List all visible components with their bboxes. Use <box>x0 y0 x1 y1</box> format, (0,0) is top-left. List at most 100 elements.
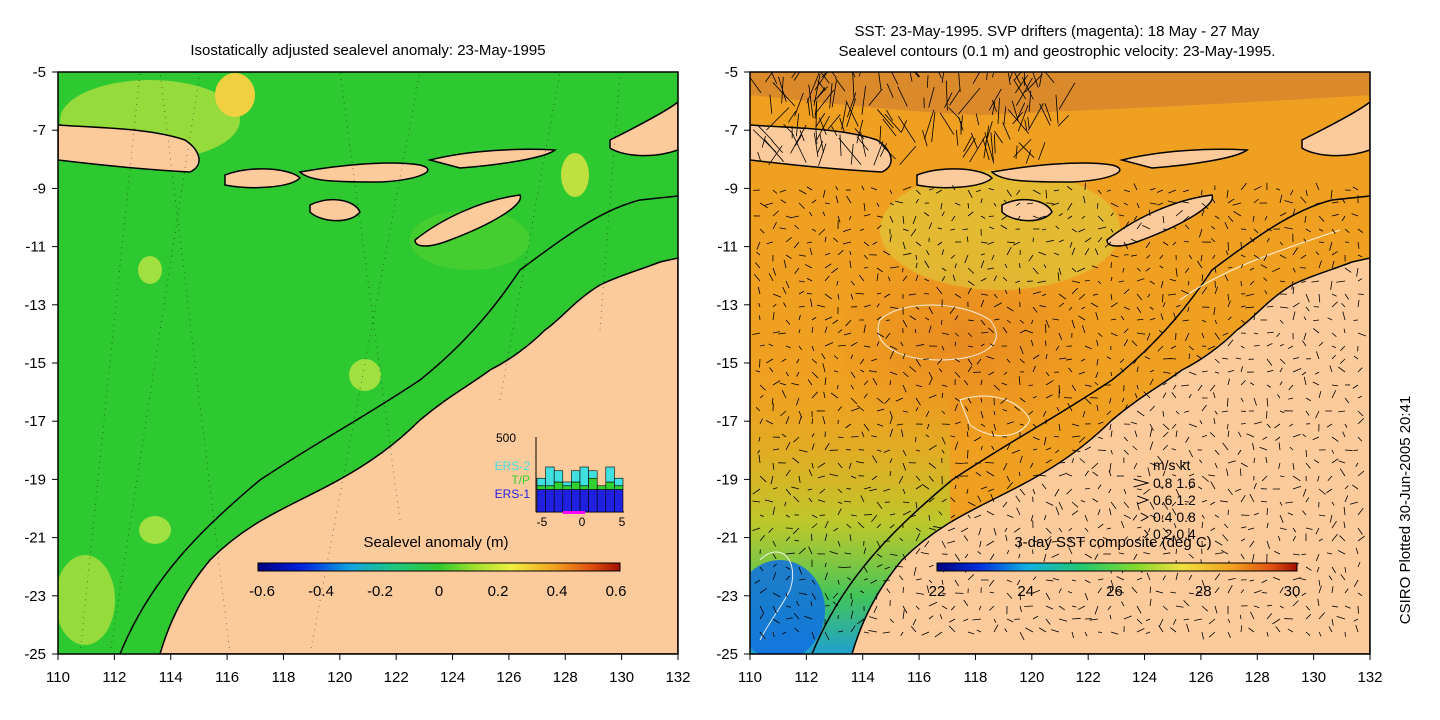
velocity-arrow <box>873 605 878 613</box>
land-timor <box>1106 194 1214 247</box>
velocity-arrow <box>1196 354 1203 360</box>
velocity-arrow <box>1097 189 1102 195</box>
velocity-arrow <box>813 86 829 102</box>
velocity-arrow <box>1302 510 1307 516</box>
velocity-arrow <box>889 524 895 529</box>
velocity-arrow <box>991 254 995 261</box>
velocity-arrow <box>963 599 969 607</box>
velocity-arrow <box>1110 449 1113 455</box>
velocity-arrow <box>824 442 830 451</box>
histogram-bar-ers2 <box>579 466 589 487</box>
velocity-arrow <box>993 302 1002 308</box>
velocity-arrow <box>1292 536 1296 542</box>
velocity-arrow <box>1096 404 1099 412</box>
velocity-arrow <box>973 436 982 442</box>
velocity-arrow <box>782 286 787 295</box>
velocity-arrow <box>1292 286 1295 295</box>
velocity-arrow <box>1019 455 1023 464</box>
velocity-arrow <box>798 578 806 581</box>
velocity-arrow <box>1233 211 1242 217</box>
velocity-arrow <box>1172 384 1177 390</box>
velocity-arrow <box>1136 475 1142 478</box>
velocity-arrow <box>811 523 818 529</box>
velocity-arrow <box>1084 592 1089 601</box>
histogram-bar-ers1 <box>545 489 555 513</box>
velocity-arrow <box>811 371 819 379</box>
velocity-arrow <box>1004 289 1008 295</box>
velocity-arrow <box>915 358 922 367</box>
velocity-arrow <box>993 133 996 154</box>
velocity-arrow <box>1027 103 1044 131</box>
velocity-arrow <box>876 215 883 218</box>
velocity-arrow <box>1104 241 1112 248</box>
velocity-arrow <box>1123 328 1129 334</box>
velocity-arrow <box>832 319 839 325</box>
velocity-arrow <box>1045 380 1054 386</box>
velocity-arrow <box>807 98 811 116</box>
velocity-arrow <box>838 137 862 166</box>
velocity-arrow <box>928 444 937 451</box>
velocity-arrow <box>1134 393 1138 399</box>
velocity-arrow <box>1305 566 1312 571</box>
velocity-arrow <box>794 539 800 542</box>
velocity-arrow <box>1292 462 1295 470</box>
velocity-arrow <box>1083 195 1086 204</box>
velocity-arrow <box>1343 506 1346 516</box>
velocity-arrow <box>1318 585 1322 594</box>
velocity-arrow <box>1136 577 1143 581</box>
velocity-arrow <box>1058 239 1064 243</box>
velocity-arrow <box>1089 618 1099 621</box>
velocity-arrow <box>1097 523 1104 529</box>
velocity-arrow <box>1002 277 1008 282</box>
velocity-arrow <box>1091 265 1099 269</box>
velocity-arrow <box>1132 445 1138 451</box>
velocity-arrow <box>833 237 839 243</box>
velocity-arrow <box>772 312 775 321</box>
velocity-arrow <box>1025 149 1032 164</box>
velocity-arrow <box>915 306 920 310</box>
velocity-arrow <box>1352 186 1359 191</box>
velocity-arrow <box>980 253 985 256</box>
velocity-arrow <box>1227 215 1234 222</box>
velocity-arrow <box>1208 631 1216 638</box>
velocity-arrow <box>1019 263 1021 269</box>
velocity-arrow <box>811 462 814 469</box>
velocity-arrow <box>756 241 761 250</box>
sla-colorbar-tick: -0.4 <box>308 583 334 600</box>
velocity-arrow <box>798 254 806 257</box>
velocity-arrow <box>876 540 881 549</box>
velocity-arrow <box>872 377 878 386</box>
histogram-bar-tp <box>614 485 624 490</box>
velocity-arrow <box>1341 215 1346 222</box>
velocity-arrow <box>1318 241 1324 243</box>
velocity-arrow <box>1136 306 1142 314</box>
velocity-arrow <box>794 627 800 633</box>
velocity-arrow <box>876 267 884 273</box>
velocity-arrow <box>1302 488 1307 497</box>
velocity-arrow <box>913 72 920 78</box>
velocity-arrow <box>817 141 824 153</box>
velocity-arrow <box>837 436 844 438</box>
velocity-arrow <box>833 370 839 373</box>
velocity-arrow <box>769 94 773 114</box>
velocity-arrow <box>1253 198 1259 204</box>
velocity-arrow <box>1240 538 1246 542</box>
velocity-arrow <box>1272 576 1281 581</box>
velocity-arrow <box>1279 254 1287 259</box>
velocity-arrow <box>1011 100 1019 121</box>
velocity-arrow <box>831 267 839 274</box>
velocity-arrow <box>1318 612 1325 620</box>
velocity-arrow <box>1338 366 1346 373</box>
velocity-arrow <box>914 328 917 334</box>
velocity-arrow <box>1171 501 1177 507</box>
velocity-arrow <box>757 152 762 163</box>
velocity-arrow <box>1120 367 1125 373</box>
velocity-arrow <box>1183 240 1190 243</box>
land-tanimbar <box>1301 101 1370 157</box>
velocity-arrow <box>771 397 774 405</box>
velocity-arrow <box>858 274 865 282</box>
velocity-arrow <box>766 107 790 131</box>
velocity-arrow <box>876 449 882 452</box>
velocity-arrow <box>1027 116 1030 129</box>
velocity-arrow <box>1266 631 1269 637</box>
